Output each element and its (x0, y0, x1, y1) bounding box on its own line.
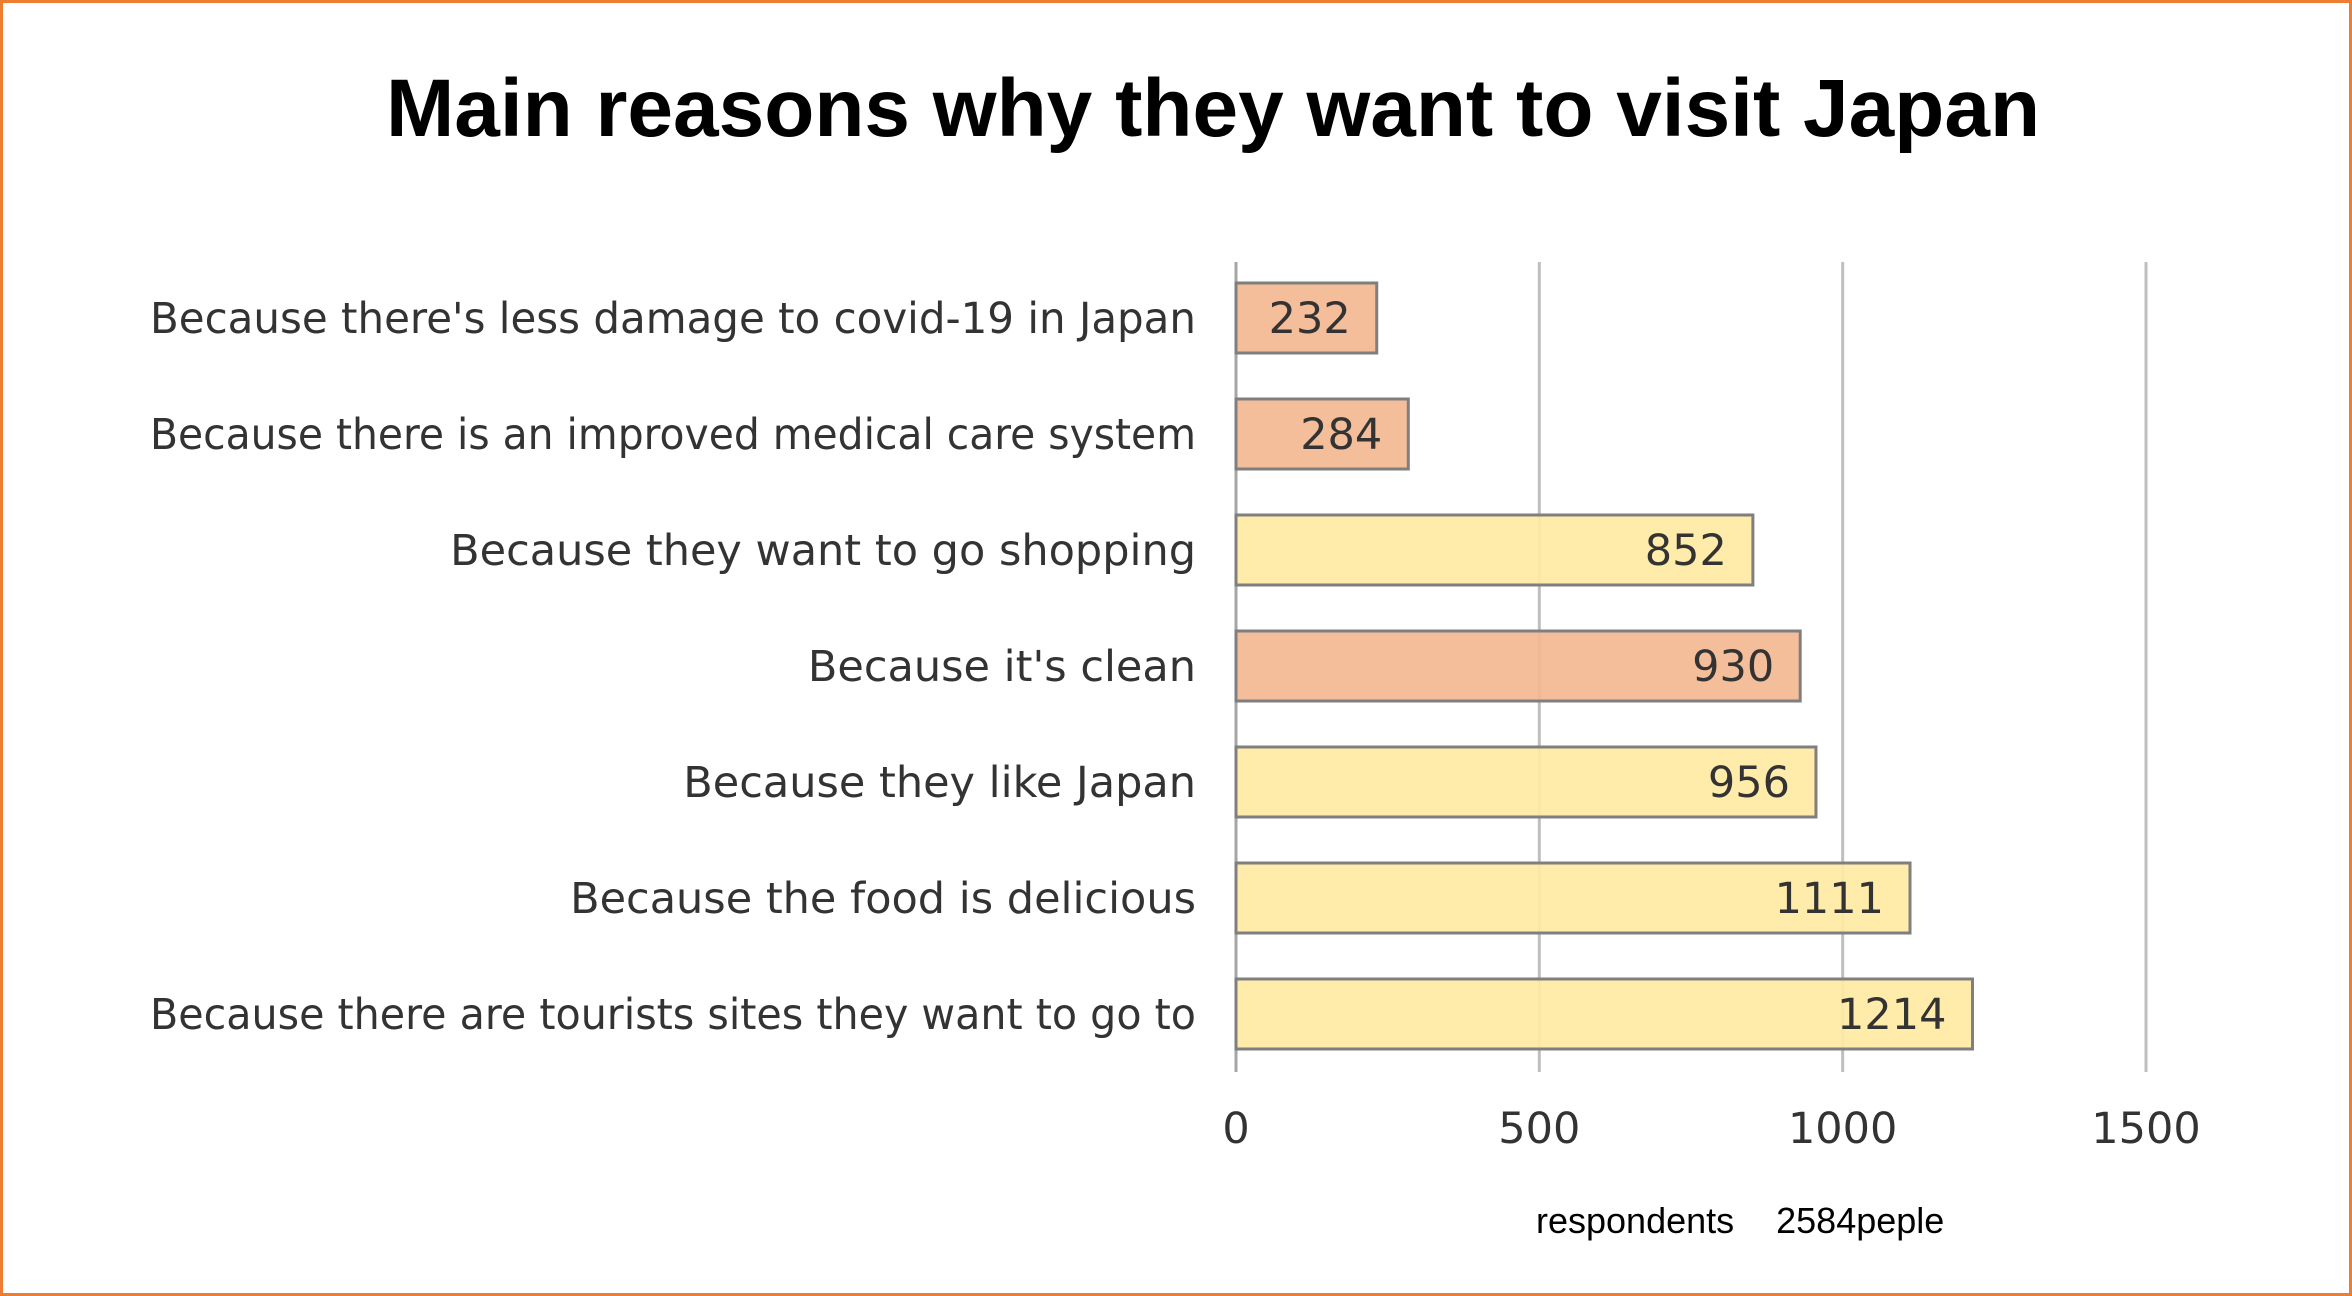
data-labels: 232 284 852 930 956 1111 1214 (1269, 294, 1947, 1040)
category-labels: Because there's less damage to covid-19 … (150, 294, 1196, 1040)
x-tick-label: 500 (1498, 1104, 1580, 1154)
data-label: 232 (1269, 294, 1351, 344)
data-label: 956 (1708, 758, 1790, 808)
data-label: 284 (1300, 410, 1382, 460)
category-label: Because they like Japan (683, 758, 1196, 808)
respondents-note: respondents 2584peple (1536, 1200, 1944, 1242)
category-label: Because the food is delicious (570, 874, 1196, 924)
bar (1234, 281, 1379, 355)
category-label: Because it's clean (808, 642, 1196, 692)
respondents-value: 2584peple (1776, 1200, 1945, 1241)
bar (1234, 745, 1818, 819)
bar (1234, 397, 1410, 471)
category-label: Because there is an improved medical car… (150, 410, 1196, 460)
respondents-label: respondents (1536, 1200, 1735, 1241)
bars (1234, 281, 1974, 1051)
x-tick-label: 0 (1222, 1104, 1249, 1154)
x-tick-label: 1500 (2091, 1104, 2200, 1154)
x-tick-label: 1000 (1788, 1104, 1897, 1154)
category-label: Because there are tourists sites they wa… (150, 990, 1196, 1040)
bar (1234, 629, 1802, 703)
bar (1234, 513, 1755, 587)
x-axis-ticks: 0 500 1000 1500 (1222, 1104, 2200, 1154)
data-label: 852 (1645, 526, 1727, 576)
chart-title: Main reasons why they want to visit Japa… (385, 63, 2041, 154)
category-label: Because there's less damage to covid-19 … (150, 294, 1196, 344)
category-label: Because they want to go shopping (450, 526, 1196, 576)
bar (1234, 861, 1912, 935)
data-label: 1111 (1775, 874, 1884, 924)
data-label: 1214 (1837, 990, 1946, 1040)
data-label: 930 (1692, 642, 1774, 692)
bar (1234, 977, 1974, 1051)
